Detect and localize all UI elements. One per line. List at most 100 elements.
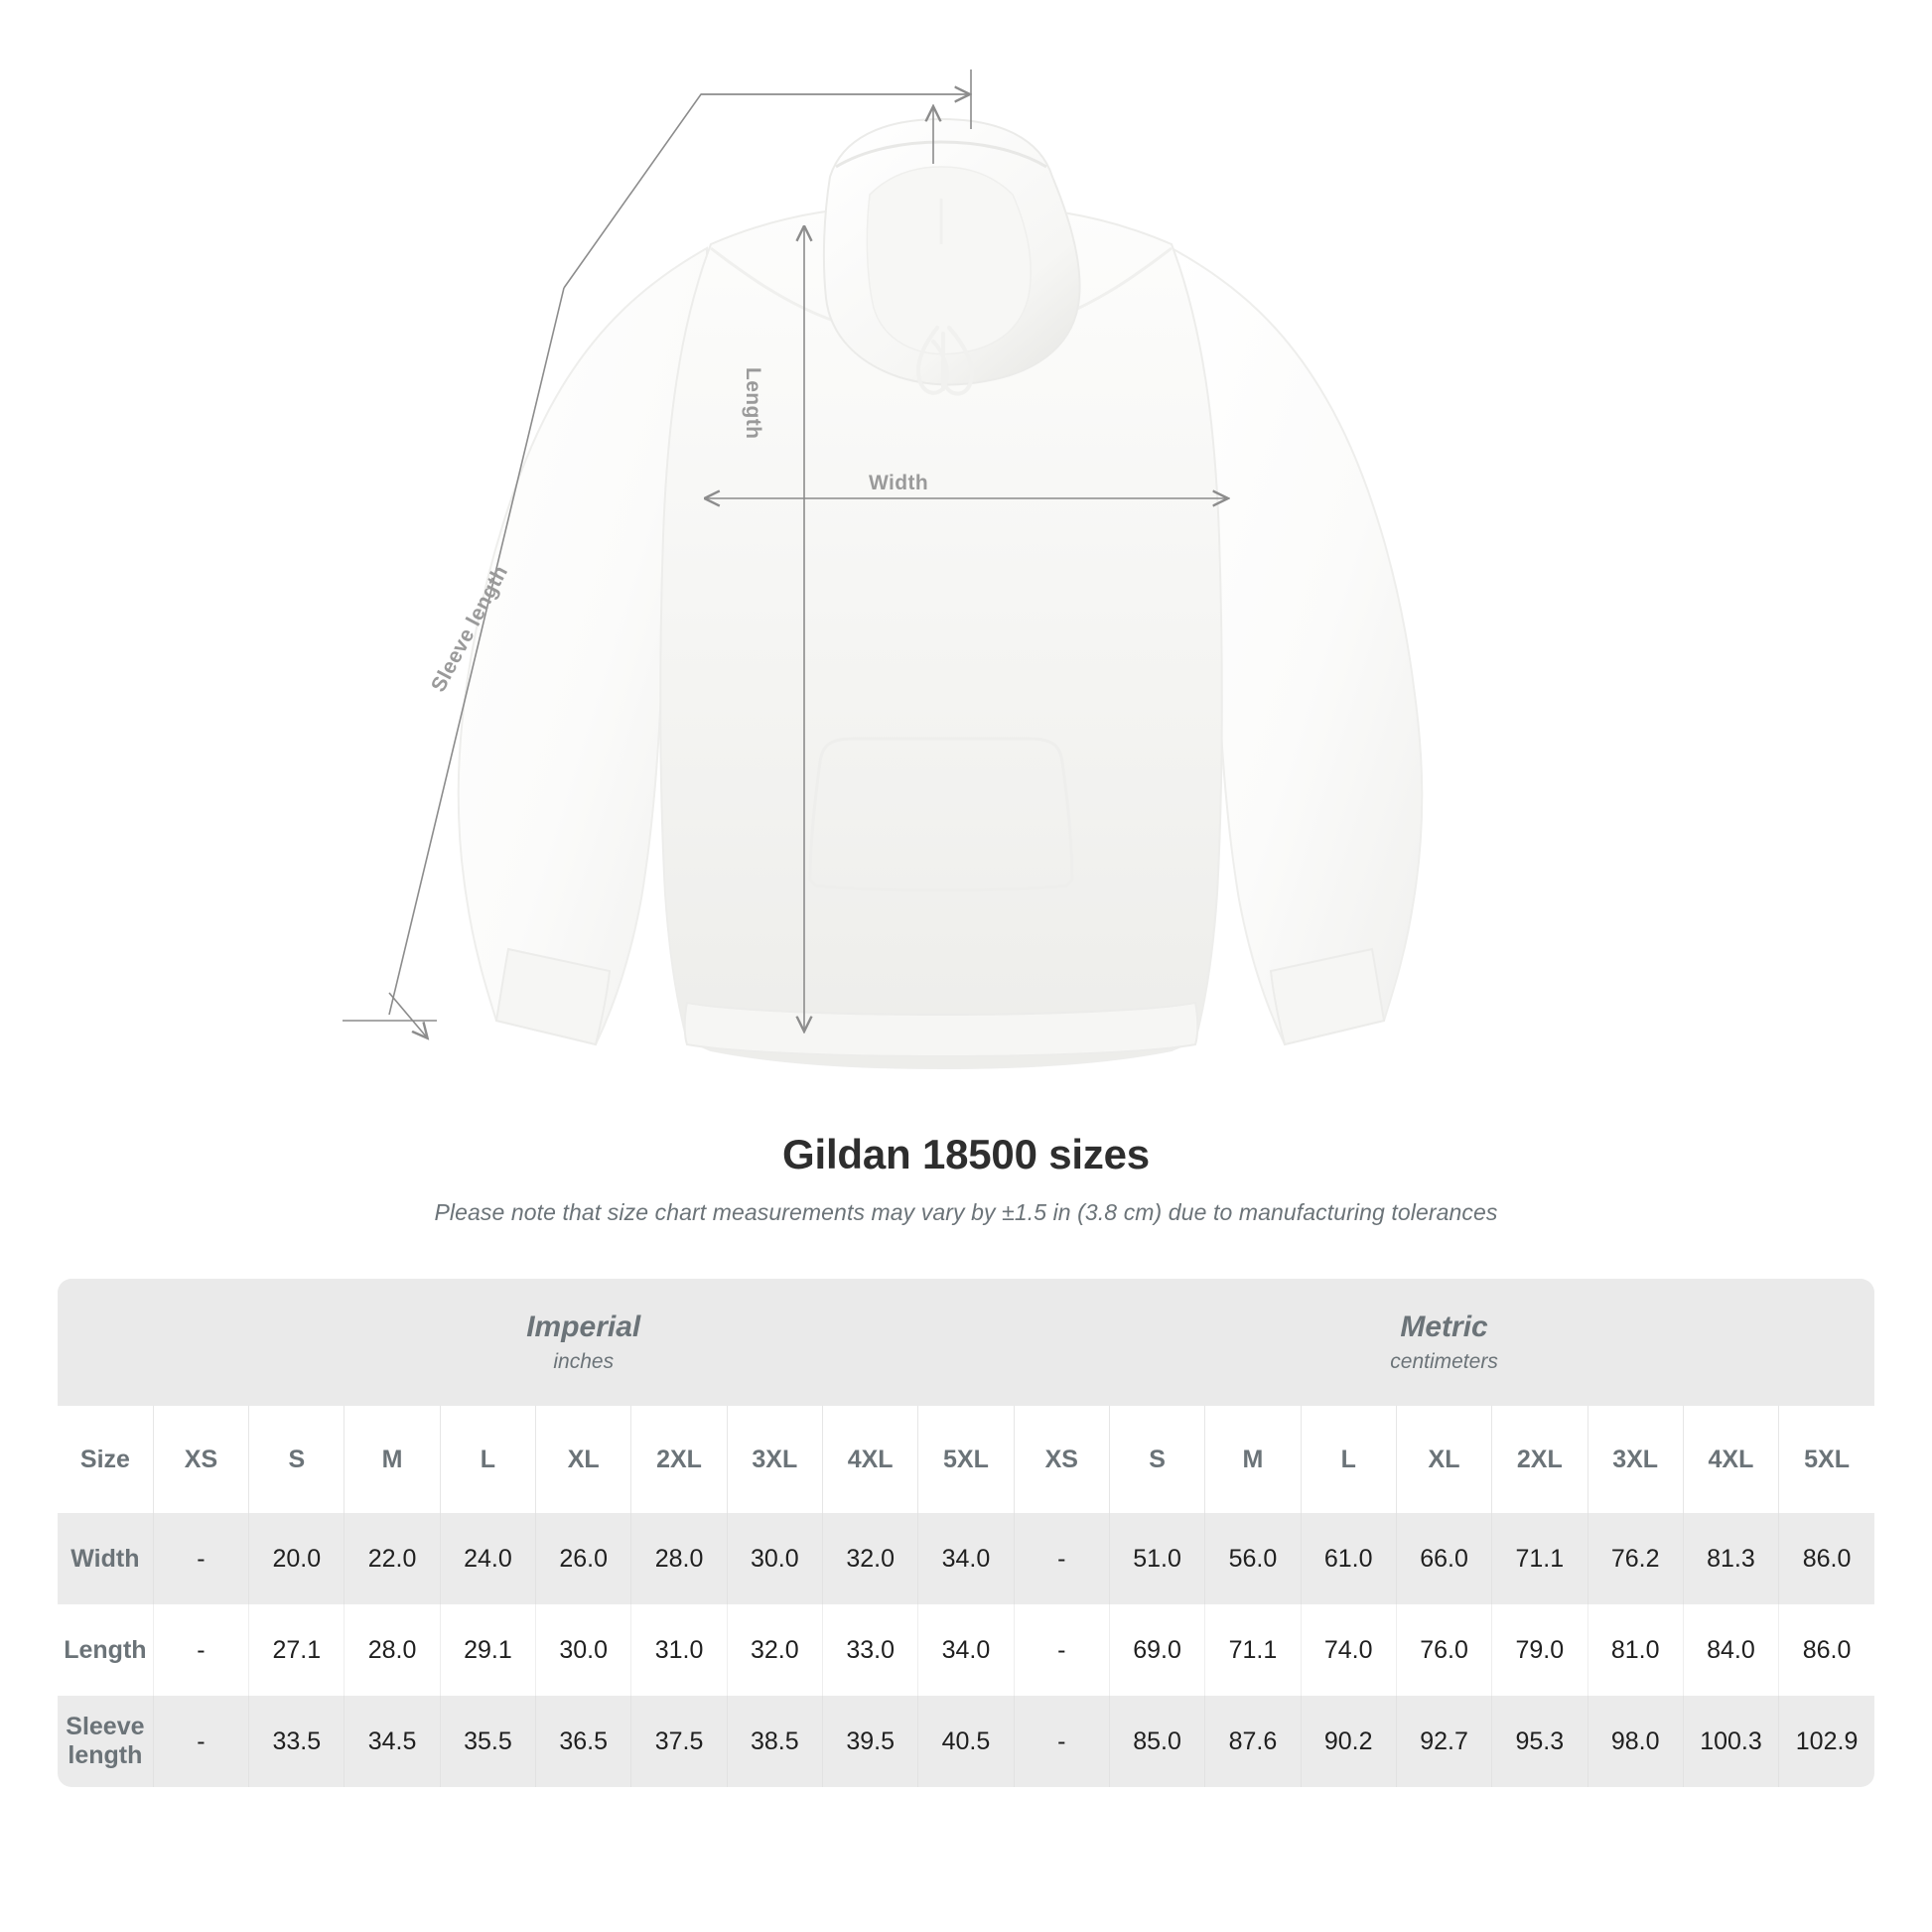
header-imperial-s: S xyxy=(248,1406,345,1513)
cell-sleeve-imperial-4xl: 39.5 xyxy=(821,1696,918,1787)
cell-width-metric-2xl: 71.1 xyxy=(1491,1513,1587,1604)
cell-width-imperial-l: 24.0 xyxy=(439,1513,536,1604)
cell-length-metric-5xl: 86.0 xyxy=(1778,1604,1874,1696)
header-imperial-4xl: 4XL xyxy=(821,1406,918,1513)
cell-length-imperial-l: 29.1 xyxy=(439,1604,536,1696)
hoodie-illustration xyxy=(343,69,1424,1070)
cell-width-imperial-2xl: 28.0 xyxy=(630,1513,728,1604)
cell-sleeve-metric-5xl: 102.9 xyxy=(1778,1696,1874,1787)
page-title: Gildan 18500 sizes xyxy=(782,1131,1150,1177)
cell-length-metric-l: 74.0 xyxy=(1300,1604,1397,1696)
cell-length-metric-xs: - xyxy=(1013,1604,1110,1696)
sleeve-leader-line xyxy=(388,287,565,1016)
unit-sub-metric: centimeters xyxy=(1390,1350,1498,1374)
header-metric-4xl: 4XL xyxy=(1682,1406,1779,1513)
cell-width-metric-xs: - xyxy=(1013,1513,1110,1604)
cell-length-imperial-2xl: 31.0 xyxy=(630,1604,728,1696)
header-size-label: Size xyxy=(58,1406,154,1513)
cell-sleeve-metric-s: 85.0 xyxy=(1108,1696,1205,1787)
header-metric-xs: XS xyxy=(1013,1406,1110,1513)
cell-length-imperial-m: 28.0 xyxy=(344,1604,441,1696)
cell-length-metric-s: 69.0 xyxy=(1108,1604,1205,1696)
cell-width-metric-5xl: 86.0 xyxy=(1778,1513,1874,1604)
cell-sleeve-metric-l: 90.2 xyxy=(1300,1696,1397,1787)
row-label-sleeve-length: Sleeve length xyxy=(58,1696,154,1787)
unit-sub-imperial: inches xyxy=(553,1350,615,1374)
cell-sleeve-imperial-xs: - xyxy=(152,1696,249,1787)
cell-length-imperial-xs: - xyxy=(152,1604,249,1696)
header-metric-5xl: 5XL xyxy=(1778,1406,1874,1513)
cell-width-metric-s: 51.0 xyxy=(1108,1513,1205,1604)
table-row: Width - 20.0 22.0 24.0 26.0 28.0 30.0 32… xyxy=(58,1513,1874,1604)
unit-name-metric: Metric xyxy=(1400,1310,1488,1343)
cell-sleeve-metric-m: 87.6 xyxy=(1204,1696,1302,1787)
title-block: Gildan 18500 sizes Please note that size… xyxy=(0,1131,1932,1226)
unit-cell-imperial: Imperial inches xyxy=(153,1279,1015,1406)
cell-sleeve-metric-2xl: 95.3 xyxy=(1491,1696,1587,1787)
cell-width-imperial-xl: 26.0 xyxy=(535,1513,631,1604)
size-table: Imperial inches Metric centimeters Size … xyxy=(58,1279,1874,1787)
cell-length-imperial-3xl: 32.0 xyxy=(726,1604,823,1696)
cell-width-imperial-s: 20.0 xyxy=(248,1513,345,1604)
cell-sleeve-imperial-2xl: 37.5 xyxy=(630,1696,728,1787)
header-imperial-2xl: 2XL xyxy=(630,1406,728,1513)
cell-sleeve-imperial-5xl: 40.5 xyxy=(917,1696,1015,1787)
tolerance-note: Please note that size chart measurements… xyxy=(434,1199,1498,1226)
header-imperial-5xl: 5XL xyxy=(917,1406,1015,1513)
cell-width-metric-xl: 66.0 xyxy=(1395,1513,1492,1604)
cell-length-metric-3xl: 81.0 xyxy=(1587,1604,1684,1696)
header-imperial-m: M xyxy=(344,1406,441,1513)
cell-width-imperial-3xl: 30.0 xyxy=(726,1513,823,1604)
table-row: Sleeve length - 33.5 34.5 35.5 36.5 37.5… xyxy=(58,1696,1874,1787)
cell-sleeve-imperial-xl: 36.5 xyxy=(535,1696,631,1787)
header-imperial-l: L xyxy=(439,1406,536,1513)
cell-sleeve-metric-xl: 92.7 xyxy=(1395,1696,1492,1787)
cell-sleeve-imperial-3xl: 38.5 xyxy=(726,1696,823,1787)
cell-sleeve-imperial-s: 33.5 xyxy=(248,1696,345,1787)
cell-width-imperial-4xl: 32.0 xyxy=(821,1513,918,1604)
garment-measurement-diagram: Length Width Sleeve length xyxy=(343,69,1424,1070)
hoodie-shape xyxy=(457,117,1424,1070)
cell-width-imperial-xs: - xyxy=(152,1513,249,1604)
cell-sleeve-metric-3xl: 98.0 xyxy=(1587,1696,1684,1787)
cell-length-imperial-4xl: 33.0 xyxy=(821,1604,918,1696)
cell-length-imperial-5xl: 34.0 xyxy=(917,1604,1015,1696)
cell-width-imperial-5xl: 34.0 xyxy=(917,1513,1015,1604)
header-metric-2xl: 2XL xyxy=(1491,1406,1587,1513)
cell-length-metric-xl: 76.0 xyxy=(1395,1604,1492,1696)
width-dimension-label: Width xyxy=(869,472,929,494)
row-label-width: Width xyxy=(58,1513,154,1604)
header-imperial-3xl: 3XL xyxy=(726,1406,823,1513)
size-header-row: Size XS S M L XL 2XL 3XL 4XL 5XL XS S M … xyxy=(58,1406,1874,1513)
size-table-container: Imperial inches Metric centimeters Size … xyxy=(58,1279,1874,1787)
header-metric-m: M xyxy=(1204,1406,1302,1513)
header-metric-l: L xyxy=(1300,1406,1397,1513)
cell-length-metric-m: 71.1 xyxy=(1204,1604,1302,1696)
header-imperial-xl: XL xyxy=(535,1406,631,1513)
row-label-length: Length xyxy=(58,1604,154,1696)
table-row: Length - 27.1 28.0 29.1 30.0 31.0 32.0 3… xyxy=(58,1604,1874,1696)
cell-width-metric-l: 61.0 xyxy=(1300,1513,1397,1604)
cell-sleeve-metric-xs: - xyxy=(1013,1696,1110,1787)
header-metric-3xl: 3XL xyxy=(1587,1406,1684,1513)
cell-sleeve-imperial-l: 35.5 xyxy=(439,1696,536,1787)
cell-length-metric-4xl: 84.0 xyxy=(1682,1604,1779,1696)
cell-width-imperial-m: 22.0 xyxy=(344,1513,441,1604)
unit-name-imperial: Imperial xyxy=(526,1310,641,1343)
cell-length-imperial-s: 27.1 xyxy=(248,1604,345,1696)
cell-sleeve-imperial-m: 34.5 xyxy=(344,1696,441,1787)
cell-sleeve-metric-4xl: 100.3 xyxy=(1682,1696,1779,1787)
cell-width-metric-m: 56.0 xyxy=(1204,1513,1302,1604)
cell-width-metric-4xl: 81.3 xyxy=(1682,1513,1779,1604)
cell-width-metric-3xl: 76.2 xyxy=(1587,1513,1684,1604)
header-metric-xl: XL xyxy=(1395,1406,1492,1513)
header-metric-s: S xyxy=(1108,1406,1205,1513)
header-imperial-xs: XS xyxy=(152,1406,249,1513)
unit-cell-metric: Metric centimeters xyxy=(1014,1279,1874,1406)
cell-length-imperial-xl: 30.0 xyxy=(535,1604,631,1696)
measurement-lines xyxy=(343,69,1227,1037)
length-dimension-label: Length xyxy=(742,367,764,440)
cell-length-metric-2xl: 79.0 xyxy=(1491,1604,1587,1696)
unit-header-row: Imperial inches Metric centimeters xyxy=(58,1279,1874,1406)
